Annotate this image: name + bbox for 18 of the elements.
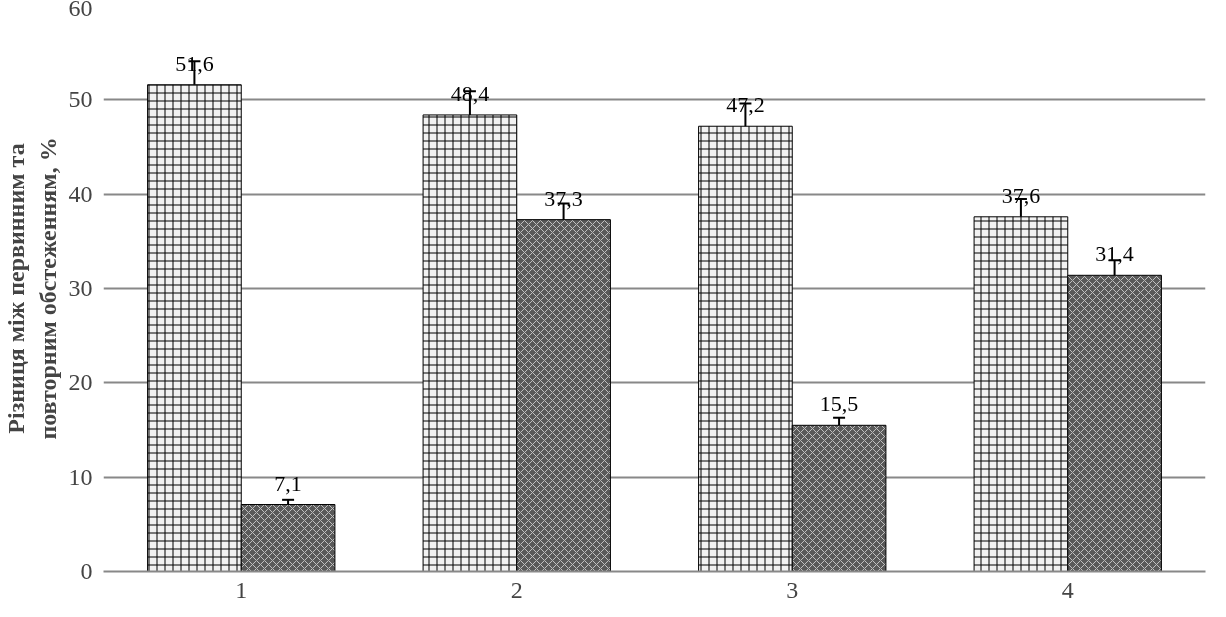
data-label: 47,2 (726, 92, 765, 118)
y-axis-title: Різниця між первинним та повторним обстеженням, % (3, 137, 61, 440)
data-label: 37,3 (544, 185, 583, 211)
y-tick-label: 30 (68, 275, 93, 301)
x-tick-label: 3 (786, 576, 799, 603)
data-label: 37,6 (1001, 182, 1041, 208)
y-tick-label: 0 (80, 558, 93, 584)
y-tick-label: 10 (68, 463, 93, 490)
data-label: 51,6 (175, 50, 214, 76)
x-tick-label: 4 (1061, 576, 1074, 603)
x-tick-label: 2 (510, 576, 523, 603)
y-tick-label: 50 (68, 86, 93, 113)
y-tick-label: 20 (68, 369, 93, 396)
y-tick-label: 40 (68, 180, 93, 207)
data-label: 7,1 (274, 470, 302, 496)
x-tick-label: 1 (235, 576, 248, 603)
data-label: 15,5 (819, 391, 859, 417)
y-tick-label: 60 (68, 0, 93, 21)
